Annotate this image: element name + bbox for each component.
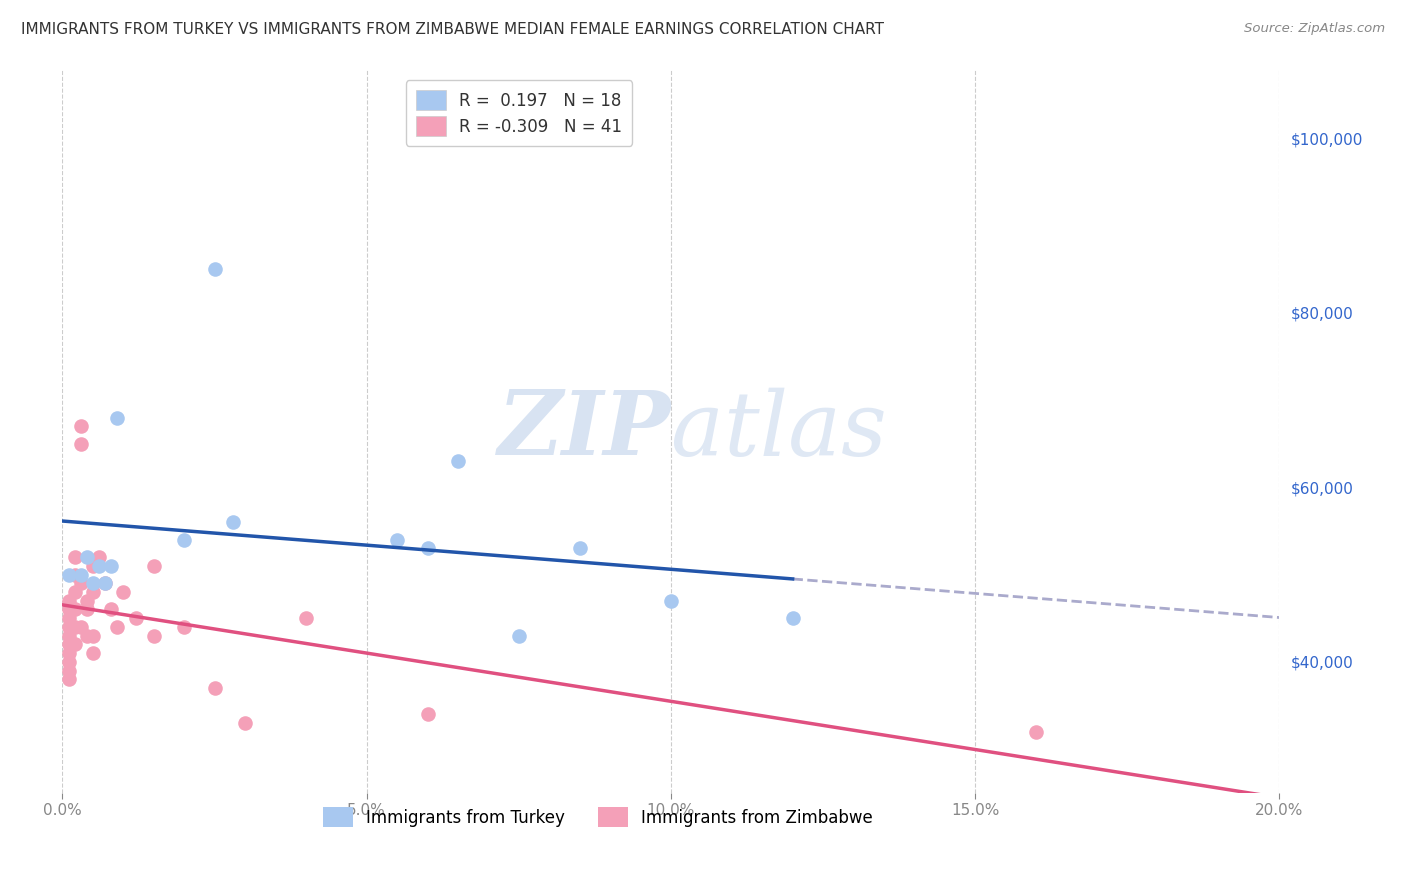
Point: [82, 646, 104, 660]
Text: Source: ZipAtlas.com: Source: ZipAtlas.com: [1244, 22, 1385, 36]
Point: [82, 629, 104, 643]
Point: [94, 576, 117, 591]
Point: [204, 262, 226, 277]
Point: [58, 646, 80, 660]
Point: [100, 558, 122, 573]
Point: [63, 567, 86, 582]
Point: [416, 541, 439, 556]
Point: [58, 620, 80, 634]
Point: [69, 567, 91, 582]
Point: [142, 558, 165, 573]
Point: [82, 558, 104, 573]
Point: [58, 672, 80, 686]
Point: [87, 550, 110, 565]
Point: [76, 629, 98, 643]
Point: [233, 715, 256, 730]
Point: [87, 558, 110, 573]
Point: [94, 576, 117, 591]
Point: [58, 629, 80, 643]
Point: [105, 410, 128, 425]
Text: IMMIGRANTS FROM TURKEY VS IMMIGRANTS FROM ZIMBABWE MEDIAN FEMALE EARNINGS CORREL: IMMIGRANTS FROM TURKEY VS IMMIGRANTS FRO…: [21, 22, 884, 37]
Point: [76, 602, 98, 616]
Point: [69, 419, 91, 434]
Point: [58, 664, 80, 678]
Point: [508, 629, 530, 643]
Point: [385, 533, 408, 547]
Point: [69, 620, 91, 634]
Point: [69, 436, 91, 450]
Point: [222, 515, 245, 529]
Point: [58, 637, 80, 651]
Point: [112, 585, 135, 599]
Point: [416, 707, 439, 722]
Point: [173, 620, 195, 634]
Point: [76, 550, 98, 565]
Point: [69, 576, 91, 591]
Point: [173, 533, 195, 547]
Point: [63, 550, 86, 565]
Point: [782, 611, 804, 625]
Point: [124, 611, 146, 625]
Point: [58, 602, 80, 616]
Point: [105, 620, 128, 634]
Point: [295, 611, 318, 625]
Point: [58, 611, 80, 625]
Point: [447, 454, 470, 468]
Point: [76, 593, 98, 607]
Point: [659, 593, 682, 607]
Point: [58, 593, 80, 607]
Point: [100, 602, 122, 616]
Text: ZIP: ZIP: [498, 387, 671, 474]
Text: atlas: atlas: [671, 387, 887, 474]
Point: [63, 585, 86, 599]
Point: [58, 655, 80, 669]
Point: [82, 585, 104, 599]
Point: [63, 637, 86, 651]
Point: [568, 541, 591, 556]
Point: [1025, 724, 1047, 739]
Point: [63, 620, 86, 634]
Point: [82, 576, 104, 591]
Point: [142, 629, 165, 643]
Point: [63, 602, 86, 616]
Point: [204, 681, 226, 695]
Legend: Immigrants from Turkey, Immigrants from Zimbabwe: Immigrants from Turkey, Immigrants from …: [315, 799, 882, 835]
Point: [58, 567, 80, 582]
